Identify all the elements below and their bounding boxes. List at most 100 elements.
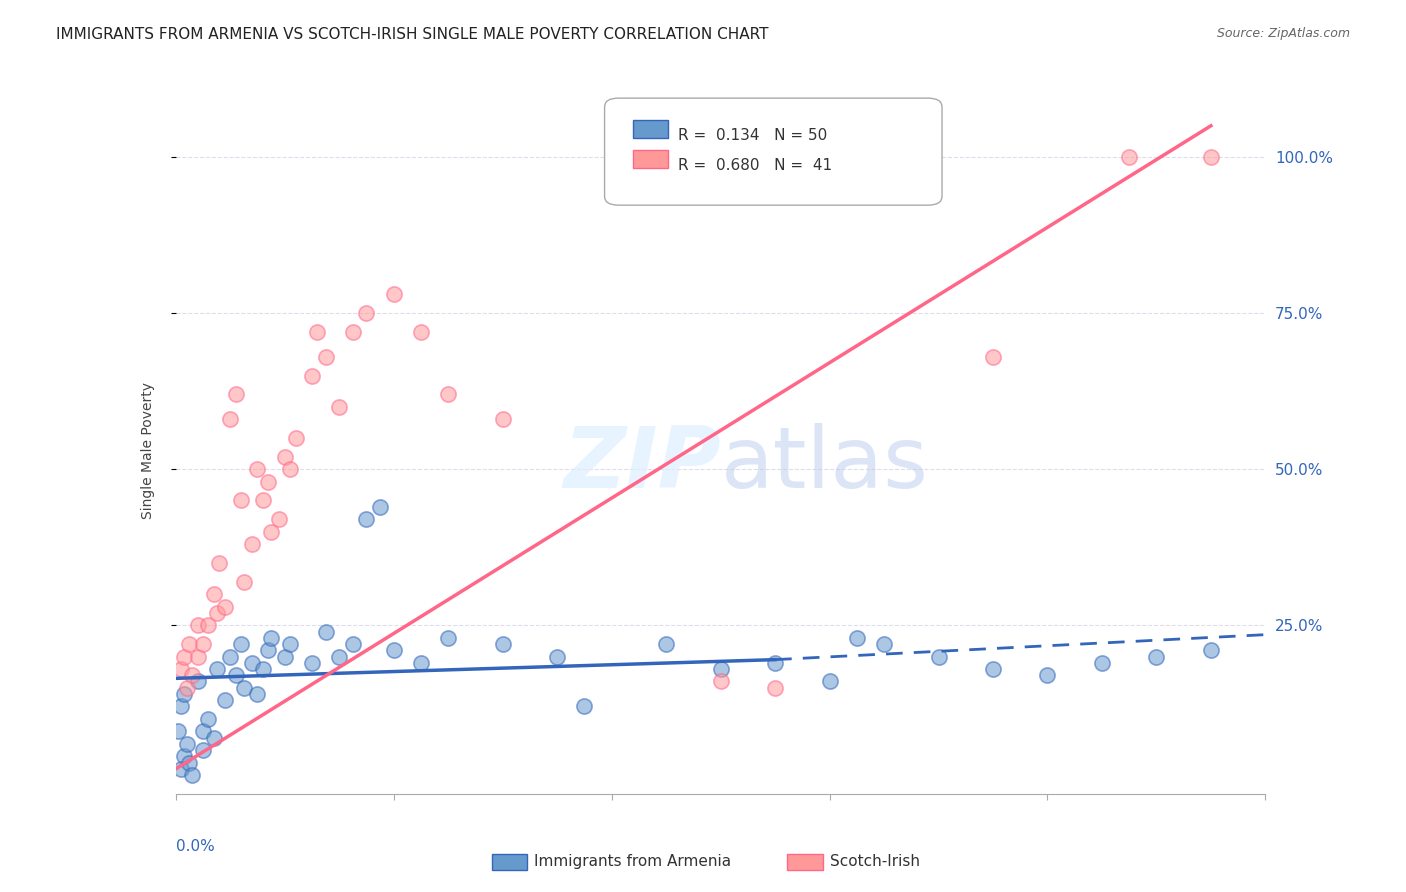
Point: [437, 387, 460, 401]
Point: [252, 493, 274, 508]
Y-axis label: Single Male Poverty: Single Male Poverty: [141, 382, 155, 519]
Point: [328, 400, 350, 414]
Point: [928, 649, 950, 664]
Point: [214, 599, 236, 614]
Point: [274, 649, 297, 664]
Point: [219, 649, 242, 664]
Point: [356, 512, 378, 526]
Point: [873, 637, 896, 651]
Point: [191, 743, 214, 757]
Point: [269, 512, 291, 526]
Point: [170, 699, 193, 714]
Point: [342, 325, 364, 339]
Point: [176, 737, 198, 751]
Point: [246, 462, 269, 476]
Point: [382, 287, 405, 301]
Point: [260, 631, 283, 645]
Point: [1036, 668, 1059, 682]
Point: [284, 431, 307, 445]
Point: [225, 387, 247, 401]
Text: 0.0%: 0.0%: [176, 838, 215, 854]
Point: [274, 450, 297, 464]
Point: [208, 556, 231, 570]
Point: [202, 731, 225, 745]
Point: [252, 662, 274, 676]
Point: [197, 712, 219, 726]
Point: [315, 350, 337, 364]
Point: [546, 649, 568, 664]
Text: atlas: atlas: [721, 423, 928, 506]
Point: [179, 637, 201, 651]
Point: [181, 668, 204, 682]
Point: [231, 493, 253, 508]
Text: Scotch-Irish: Scotch-Irish: [830, 855, 920, 869]
Text: Immigrants from Armenia: Immigrants from Armenia: [534, 855, 731, 869]
Point: [342, 637, 364, 651]
Point: [763, 681, 786, 695]
Point: [205, 606, 228, 620]
Point: [173, 749, 195, 764]
Text: IMMIGRANTS FROM ARMENIA VS SCOTCH-IRISH SINGLE MALE POVERTY CORRELATION CHART: IMMIGRANTS FROM ARMENIA VS SCOTCH-IRISH …: [56, 27, 769, 42]
Point: [382, 643, 405, 657]
Point: [232, 681, 254, 695]
Point: [1199, 150, 1222, 164]
Point: [301, 656, 323, 670]
Point: [1144, 649, 1167, 664]
Point: [176, 681, 198, 695]
Point: [655, 637, 678, 651]
Point: [240, 537, 263, 551]
Point: [315, 624, 337, 639]
Point: [278, 637, 301, 651]
Point: [301, 368, 323, 383]
Point: [225, 668, 247, 682]
Point: [214, 693, 236, 707]
Point: [179, 756, 201, 770]
Text: ZIP: ZIP: [562, 423, 721, 506]
Point: [328, 649, 350, 664]
Point: [173, 687, 195, 701]
Point: [186, 618, 209, 632]
Point: [1118, 150, 1140, 164]
Point: [170, 662, 193, 676]
Point: [186, 649, 209, 664]
Point: [818, 674, 841, 689]
Point: [257, 475, 280, 489]
Point: [356, 306, 378, 320]
Point: [260, 524, 283, 539]
Point: [278, 462, 301, 476]
Point: [246, 687, 269, 701]
Point: [574, 699, 596, 714]
Point: [173, 649, 195, 664]
Point: [197, 618, 219, 632]
Point: [231, 637, 253, 651]
Point: [202, 587, 225, 601]
Point: [307, 325, 329, 339]
Point: [191, 637, 214, 651]
Text: R =  0.134   N = 50: R = 0.134 N = 50: [678, 128, 827, 144]
Point: [205, 662, 228, 676]
Point: [186, 674, 209, 689]
Point: [710, 674, 733, 689]
Point: [219, 412, 242, 426]
Point: [232, 574, 254, 589]
Point: [763, 656, 786, 670]
Point: [710, 662, 733, 676]
Point: [981, 350, 1004, 364]
Point: [257, 643, 280, 657]
Point: [492, 412, 515, 426]
Text: Source: ZipAtlas.com: Source: ZipAtlas.com: [1216, 27, 1350, 40]
Point: [181, 768, 204, 782]
Point: [167, 724, 190, 739]
Point: [191, 724, 214, 739]
Point: [845, 631, 868, 645]
Point: [437, 631, 460, 645]
Point: [409, 325, 432, 339]
Point: [1091, 656, 1114, 670]
Point: [240, 656, 263, 670]
Point: [409, 656, 432, 670]
Point: [492, 637, 515, 651]
Point: [368, 500, 391, 514]
Text: R =  0.680   N =  41: R = 0.680 N = 41: [678, 158, 832, 173]
Point: [1199, 643, 1222, 657]
Point: [981, 662, 1004, 676]
